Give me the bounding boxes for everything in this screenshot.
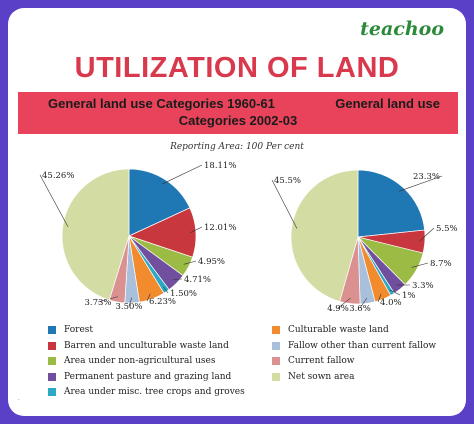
legend-item: Area under non-agricultural uses	[48, 356, 215, 366]
category-banner: General land use Categories 1960-61 Gene…	[18, 92, 458, 134]
leader-line	[190, 226, 203, 233]
leader-line	[128, 297, 133, 307]
legend-swatch	[48, 341, 56, 350]
pie-slice	[357, 169, 426, 238]
legend-swatch	[272, 326, 280, 334]
leader-line	[271, 179, 298, 229]
page-title: UTILIZATION OF LAND	[74, 52, 400, 84]
bottom-mark: .	[18, 396, 20, 402]
slice-label: 45.26%	[42, 171, 74, 181]
leader-line	[389, 289, 401, 296]
slice-label: 1%	[402, 291, 416, 301]
pie-chart-1960-61: 18.11% 12.01% 4.95% 4.71% 1.50%6.23% 3.50% 3.7…	[39, 161, 236, 312]
leader-line	[39, 174, 69, 227]
legend-label: Permanent pasture and grazing land	[64, 371, 232, 382]
legend-label: Area under non-agricultural uses	[64, 356, 216, 366]
slice-label: 3.6%	[349, 304, 371, 314]
banner-second-line: Categories 2002-03	[178, 113, 298, 128]
legend-item: Forest	[48, 325, 93, 335]
legend-item: Barren and unculturable waste land	[48, 341, 229, 351]
slice-label: 1.50%	[170, 289, 197, 299]
banner-first-line: General land use Categories 1960-61 Gene…	[26, 95, 450, 112]
legend-item: Current fallow	[272, 356, 354, 366]
leader-line	[377, 294, 382, 303]
pie-chart-2002-03: 23.3% 5.5% 8.7% 3.3%1%4.0% 3.6%4.9% 45.5%	[271, 169, 458, 314]
legend-label: Culturable waste land	[288, 325, 389, 335]
legend-swatch	[48, 357, 56, 365]
slice-label: 18.11%	[204, 161, 236, 171]
legend-item: Culturable waste land	[272, 325, 389, 335]
slice-label: 4.0%	[380, 298, 402, 308]
leader-line	[163, 286, 169, 294]
reporting-area-caption: Reporting Area: 100 Per cent	[170, 142, 304, 152]
leader-line	[411, 262, 429, 268]
legend-label: Barren and unculturable waste land	[64, 340, 229, 351]
slice-label: 4.95%	[198, 257, 225, 267]
legend-label: Current fallow	[288, 356, 355, 366]
legend-item: Fallow other than current fallow	[272, 341, 436, 351]
leader-line	[183, 260, 197, 265]
leader-line	[337, 297, 351, 309]
leader-line	[146, 293, 151, 302]
legend-swatch	[48, 372, 56, 381]
legend-label: Forest	[64, 325, 94, 335]
card: teachoo UTILIZATION OF LAND General land…	[8, 8, 466, 416]
legend-item: Net sown area	[272, 372, 354, 382]
leader-line	[162, 164, 203, 185]
banner-left-text: General land use Categories 1960-61	[48, 96, 275, 111]
legend-label: Area under misc. tree crops and groves	[64, 387, 245, 397]
leader-line	[399, 175, 443, 192]
legend-swatch	[48, 326, 56, 334]
slice-label: 12.01%	[204, 223, 236, 233]
slice-label: 4.9%	[327, 304, 349, 314]
slice-label: 3.73%	[84, 298, 111, 308]
legend-swatch	[48, 388, 56, 396]
legend-swatch	[272, 341, 280, 350]
slice-label: 5.5%	[436, 224, 458, 234]
legend-label: Fallow other than current fallow	[288, 340, 437, 351]
pie-slice	[128, 168, 191, 237]
slice-label: 23.3%	[413, 172, 440, 182]
legend-label: Net sown area	[288, 371, 355, 382]
pie-charts: 18.11% 12.01% 4.95% 4.71% 1.50%6.23% 3.50% 3.7…	[39, 161, 458, 314]
slice-label: 45.5%	[274, 176, 301, 186]
legend-item: Area under misc. tree crops and groves	[48, 387, 245, 397]
slice-label: 6.23%	[149, 297, 176, 307]
banner-right-text: General land use	[335, 96, 440, 111]
slice-label: 4.71%	[184, 275, 211, 285]
slice-label: 8.7%	[430, 259, 452, 269]
pie-slice	[61, 168, 130, 301]
brand-logo: teachoo	[360, 18, 444, 40]
leader-line	[359, 297, 368, 309]
slice-label: 3.50%	[115, 302, 142, 312]
legend-swatch	[272, 357, 280, 365]
slice-label: 3.3%	[412, 281, 434, 291]
legend-swatch	[272, 372, 280, 381]
leader-line	[419, 227, 435, 242]
legend-item: Permanent pasture and grazing land	[48, 372, 231, 382]
pie-slice	[290, 169, 359, 302]
